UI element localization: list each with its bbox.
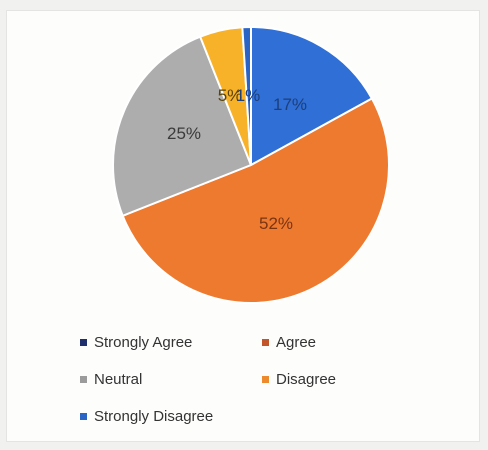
legend-item-agree: Agree: [262, 334, 316, 351]
legend-label: Disagree: [276, 371, 337, 388]
legend-label: Neutral: [94, 371, 143, 388]
data-label-neutral: 25%: [167, 124, 201, 143]
data-label-agree: 52%: [259, 214, 293, 233]
legend-swatch: [80, 413, 87, 420]
data-label-disagree: 5%: [218, 86, 243, 105]
legend-label: Strongly Disagree: [94, 408, 214, 425]
data-label-strongly-agree: 17%: [273, 95, 307, 114]
pie-slice-agree: [121, 97, 390, 304]
legend-item-strongly-agree: Strongly Agree: [80, 334, 192, 351]
legend-swatch: [80, 339, 87, 346]
pie-slice-neutral: [112, 35, 253, 218]
pie-slice-strongly-disagree: [241, 25, 252, 166]
legend-item-neutral: Neutral: [80, 371, 142, 388]
pie-slice-strongly-agree: [250, 25, 374, 167]
legend-item-disagree: Disagree: [262, 371, 336, 388]
legend-swatch: [80, 376, 87, 383]
legend-label: Agree: [276, 334, 317, 351]
legend-item-strongly-disagree: Strongly Disagree: [80, 408, 213, 425]
legend-swatch: [262, 339, 269, 346]
data-label-strongly-disagree: 1%: [236, 86, 261, 105]
legend-swatch: [262, 376, 269, 383]
legend-label: Strongly Agree: [94, 334, 193, 351]
